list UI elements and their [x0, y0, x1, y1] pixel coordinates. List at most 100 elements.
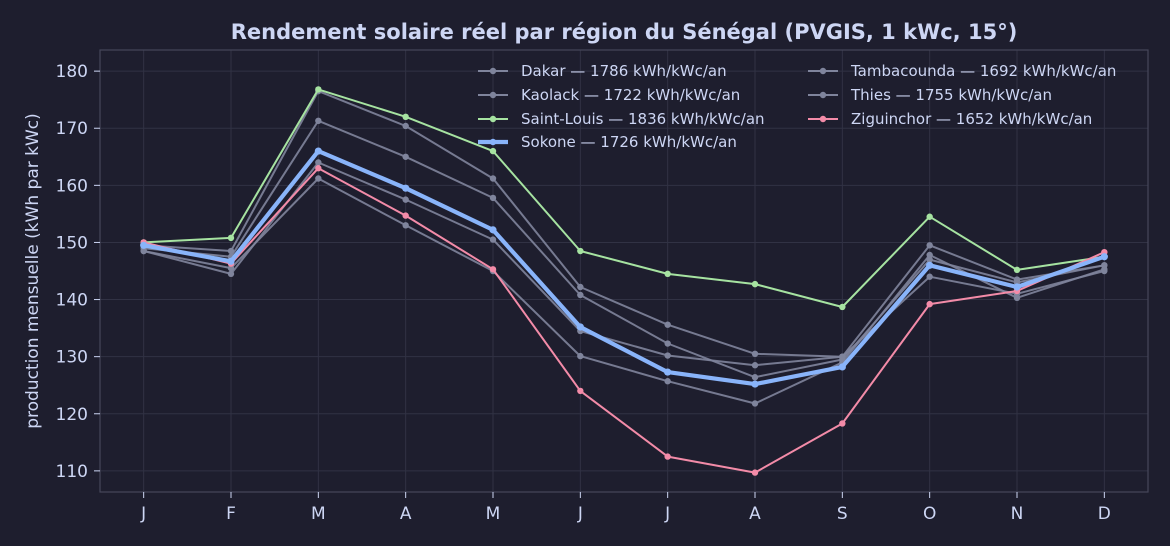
- data-point: [839, 420, 846, 427]
- series-3: [140, 147, 1108, 388]
- legend-swatch-marker: [489, 91, 497, 99]
- data-point: [489, 194, 497, 202]
- legend-swatch-marker: [819, 91, 827, 99]
- data-point: [838, 363, 846, 371]
- data-point: [751, 469, 759, 476]
- data-point: [489, 226, 497, 234]
- data-point: [402, 122, 409, 130]
- data-point: [227, 234, 235, 242]
- y-tick-label: 180: [56, 62, 88, 82]
- legend-item: Ziguinchor — 1652 kWh/kWc/an: [808, 110, 1092, 128]
- y-tick-label: 120: [56, 405, 88, 425]
- y-tick-label: 150: [56, 233, 88, 253]
- data-point: [751, 350, 759, 358]
- data-point: [926, 300, 933, 308]
- x-tick-label: N: [1011, 504, 1024, 524]
- x-tick-label: S: [837, 504, 848, 524]
- data-point: [489, 236, 497, 243]
- data-point: [664, 352, 671, 359]
- legend-item: Saint-Louis — 1836 kWh/kWc/an: [478, 110, 765, 128]
- ticks: 110 120 130 140 150 160 170 180 J F M A M J J A S O N D: [56, 62, 1111, 524]
- y-tick-label: 130: [56, 348, 88, 368]
- series-line: [142, 119, 1106, 379]
- data-point: [315, 159, 322, 166]
- x-tick-label: J: [664, 504, 670, 524]
- series-line: [142, 90, 1106, 358]
- data-point: [402, 222, 409, 229]
- legend-label: Dakar — 1786 kWh/kWc/an: [521, 62, 727, 80]
- legend-item: Tambacounda — 1692 kWh/kWc/an: [808, 62, 1116, 80]
- data-point: [402, 153, 409, 160]
- x-tick-label: J: [577, 504, 583, 524]
- data-point: [315, 165, 322, 172]
- chart-title: Rendement solaire réel par région du Sén…: [231, 20, 1018, 44]
- data-point: [1101, 262, 1108, 269]
- data-point: [839, 303, 846, 311]
- data-point: [315, 86, 322, 93]
- data-point: [577, 283, 584, 291]
- legend-label: Saint-Louis — 1836 kWh/kWc/an: [521, 110, 765, 128]
- data-point: [140, 241, 148, 249]
- data-point: [751, 400, 759, 407]
- legend-item: Thies — 1755 kWh/kWc/an: [808, 86, 1052, 104]
- series-line: [142, 88, 1106, 308]
- data-point: [315, 117, 322, 125]
- data-point: [1013, 294, 1021, 302]
- legend-swatch-marker: [489, 138, 497, 146]
- y-tick-label: 170: [56, 119, 88, 139]
- data-point: [315, 175, 322, 182]
- legend-item: Dakar — 1786 kWh/kWc/an: [478, 62, 727, 80]
- series-5: [140, 117, 1108, 381]
- data-point: [1013, 283, 1021, 291]
- x-tick-label: M: [311, 504, 326, 524]
- data-point: [489, 175, 497, 182]
- x-tick-label: D: [1098, 504, 1111, 524]
- data-point: [926, 213, 933, 220]
- legend-swatch-marker: [489, 115, 497, 123]
- data-point: [926, 242, 933, 249]
- y-tick-label: 160: [56, 176, 88, 196]
- x-tick-label: F: [226, 504, 236, 524]
- data-point: [926, 261, 934, 269]
- data-point: [577, 387, 584, 395]
- y-axis-label: production mensuelle (kWh par kWc): [23, 113, 43, 429]
- data-point: [664, 321, 671, 328]
- y-tick-label: 140: [56, 291, 88, 311]
- data-point: [227, 264, 235, 272]
- data-point: [664, 368, 672, 376]
- legend-swatch-marker: [819, 67, 827, 75]
- x-tick-label: J: [140, 504, 146, 524]
- series-line: [142, 161, 1106, 367]
- legend-label: Sokone — 1726 kWh/kWc/an: [521, 133, 737, 151]
- series-group: [140, 86, 1108, 476]
- x-tick-label: A: [400, 504, 412, 524]
- data-point: [664, 270, 671, 278]
- data-point: [577, 352, 584, 360]
- plot-frame: [99, 49, 1149, 493]
- data-point: [314, 147, 322, 155]
- data-point: [664, 340, 671, 347]
- x-tick-label: M: [486, 504, 501, 524]
- data-point: [402, 196, 409, 203]
- series-line: [142, 167, 1106, 474]
- x-tick-label: A: [749, 504, 761, 524]
- legend-swatch-marker: [489, 67, 497, 75]
- data-point: [577, 291, 584, 299]
- x-tick-label: O: [923, 504, 936, 524]
- legend-label: Tambacounda — 1692 kWh/kWc/an: [850, 62, 1116, 80]
- data-point: [839, 356, 846, 363]
- legend-label: Kaolack — 1722 kWh/kWc/an: [521, 86, 740, 104]
- data-point: [577, 247, 584, 255]
- series-line: [142, 177, 1106, 405]
- legend-label: Thies — 1755 kWh/kWc/an: [850, 86, 1052, 104]
- legend-item: Sokone — 1726 kWh/kWc/an: [478, 133, 737, 151]
- data-point: [751, 374, 759, 381]
- legend-item: Kaolack — 1722 kWh/kWc/an: [478, 86, 740, 104]
- data-point: [402, 113, 409, 121]
- data-point: [926, 251, 933, 259]
- data-point: [926, 256, 933, 263]
- data-point: [227, 257, 235, 265]
- data-point: [664, 378, 671, 385]
- data-point: [1100, 253, 1108, 261]
